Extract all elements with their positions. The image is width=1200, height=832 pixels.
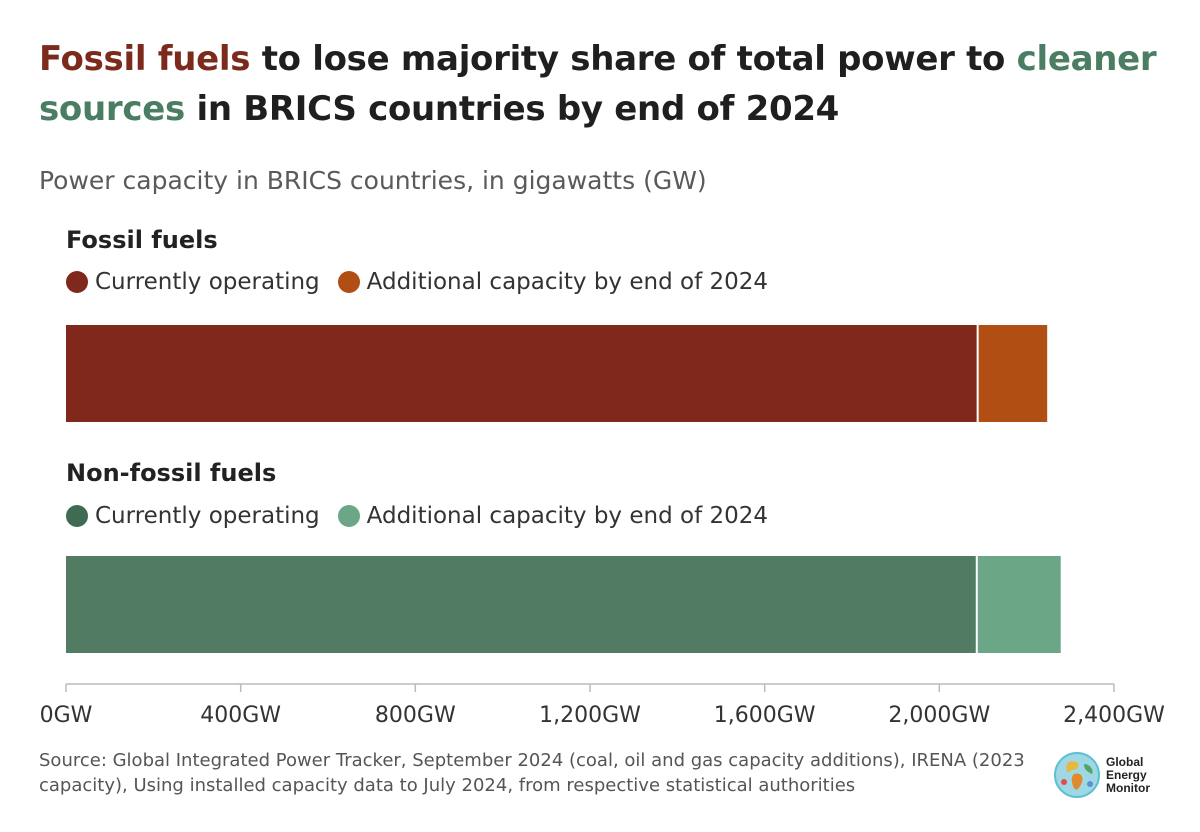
legend-swatch — [337, 505, 360, 527]
legend-swatch — [66, 271, 88, 293]
legend-nonfossil: Currently operating Additional capacity … — [66, 503, 786, 529]
chart-subtitle: Power capacity in BRICS countries, in gi… — [39, 166, 707, 195]
x-tick-label: 2,000GW — [888, 703, 990, 728]
bar-segment-nonfossil-operating — [66, 556, 976, 653]
legend-label: Currently operating — [95, 269, 320, 295]
x-tick-label: 2,400GW — [1063, 703, 1165, 728]
legend-item-fossil-additional: Additional capacity by end of 2024 — [337, 269, 769, 295]
title-cleaner-sources: cleaner sources — [39, 39, 1157, 129]
stacked-bar-chart: 0GW 400GW 800GW 1,200GW 1,600GW 2,000GW 2,400G… — [40, 325, 1165, 728]
x-tick-label: 1,600GW — [714, 703, 816, 728]
title-end: in BRICS countries by end of 2024 — [184, 89, 840, 129]
bar-segment-fossil-operating — [66, 325, 977, 422]
legend-item-nonfossil-operating: Currently operating — [66, 503, 320, 529]
legend-swatch — [66, 505, 88, 527]
legend-label: Currently operating — [95, 503, 320, 529]
title-middle: to lose majority share of total power to — [250, 39, 1017, 79]
logo-line-2: Energy — [1106, 767, 1147, 782]
logo-line-3: Monitor — [1106, 780, 1150, 795]
bar-segment-nonfossil-additional — [977, 556, 1061, 653]
logo-text: Global Energy Monitor — [1106, 754, 1150, 795]
source-note: Source: Global Integrated Power Tracker,… — [39, 750, 1025, 796]
x-tick-label: 400GW — [200, 703, 281, 728]
x-tick-label: 800GW — [375, 703, 456, 728]
legend-label: Additional capacity by end of 2024 — [366, 503, 769, 529]
legend-swatch — [337, 271, 360, 293]
logo-line-1: Global — [1106, 754, 1144, 769]
legend-item-fossil-operating: Currently operating — [66, 269, 320, 295]
globe-icon — [1054, 752, 1100, 798]
group-label-nonfossil: Non-fossil fuels — [66, 459, 277, 487]
x-tick-label: 1,200GW — [539, 703, 641, 728]
group-label-fossil: Fossil fuels — [66, 226, 218, 254]
legend-item-nonfossil-additional: Additional capacity by end of 2024 — [337, 503, 769, 529]
legend-label: Additional capacity by end of 2024 — [366, 269, 769, 295]
title-fossil-fuels: Fossil fuels — [39, 39, 251, 79]
legend-fossil: Currently operating Additional capacity … — [66, 269, 786, 295]
chart-title: Fossil fuels to lose majority share of t… — [39, 34, 1159, 134]
gem-logo: Global Energy Monitor — [1054, 752, 1150, 798]
x-tick-label: 0GW — [40, 703, 93, 728]
bar-segment-fossil-additional — [978, 325, 1048, 422]
